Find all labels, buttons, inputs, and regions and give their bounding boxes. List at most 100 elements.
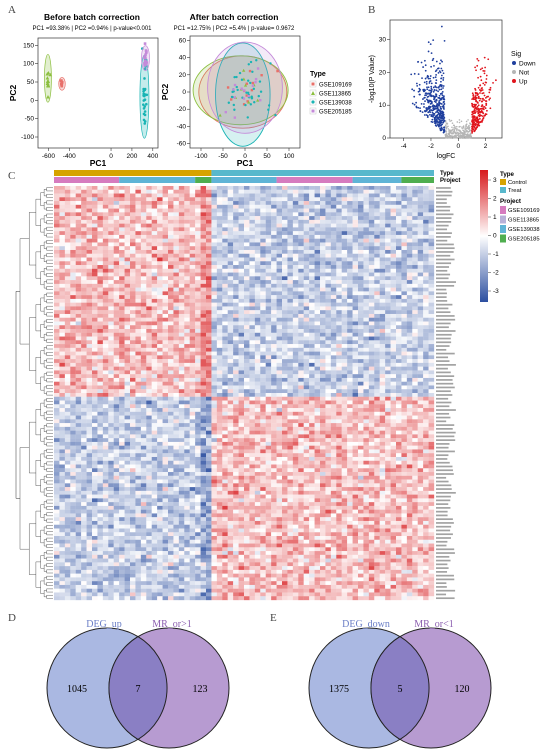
heatmap-cell xyxy=(162,321,169,326)
heatmap-cell xyxy=(385,231,391,236)
point-down xyxy=(438,88,441,91)
heatmap-cell xyxy=(368,340,375,345)
heatmap-cell xyxy=(151,246,158,251)
heatmap-cell xyxy=(325,272,332,277)
data-point xyxy=(229,98,233,101)
heatmap-cell xyxy=(406,280,413,285)
heatmap-cell xyxy=(216,212,223,217)
heatmap-cell xyxy=(423,291,429,296)
heatmap-cell xyxy=(396,189,402,194)
heatmap-cell xyxy=(124,227,131,232)
heatmap-cell xyxy=(75,193,82,198)
heatmap-cell xyxy=(135,249,142,254)
heatmap-cell xyxy=(336,302,342,307)
heatmap-cell xyxy=(265,355,272,360)
heatmap-cell xyxy=(146,325,152,330)
heatmap-cell xyxy=(282,344,288,348)
heatmap-cell xyxy=(287,219,294,224)
heatmap-cell xyxy=(249,197,256,202)
heatmap-cell xyxy=(249,261,256,266)
heatmap-cell xyxy=(320,325,326,330)
heatmap-cell xyxy=(412,208,418,213)
heatmap-cell xyxy=(168,246,174,251)
heatmap-cell xyxy=(254,249,261,254)
heatmap-cell xyxy=(216,238,223,243)
heatmap-cell xyxy=(314,287,321,292)
heatmap-cell xyxy=(336,234,342,239)
heatmap-cell xyxy=(249,238,256,243)
point-down xyxy=(420,61,423,64)
heatmap-cell xyxy=(352,298,359,303)
heatmap-cell xyxy=(303,197,310,202)
heatmap-cell xyxy=(401,201,408,205)
heatmap-cell xyxy=(309,212,315,217)
point-down xyxy=(435,111,437,114)
heatmap-cell xyxy=(162,212,169,217)
heatmap-cell xyxy=(390,189,397,194)
heatmap-cell xyxy=(113,310,120,315)
heatmap-cell xyxy=(390,351,397,356)
heatmap-cell xyxy=(249,204,256,209)
heatmap-cell xyxy=(336,329,342,333)
heatmap-cell xyxy=(140,340,147,345)
heatmap-cell xyxy=(233,351,239,356)
heatmap-cell xyxy=(320,268,326,273)
data-point xyxy=(246,100,249,103)
heatmap-cell xyxy=(309,298,315,303)
heatmap-cell xyxy=(412,351,418,356)
heatmap-cell xyxy=(341,231,348,236)
point-up xyxy=(476,94,479,97)
heatmap-cell xyxy=(336,216,342,221)
heatmap-cell xyxy=(227,276,234,281)
y-tick-label: 50 xyxy=(27,79,35,86)
heatmap-cell xyxy=(200,208,207,213)
heatmap-cell xyxy=(363,204,370,209)
heatmap-cell xyxy=(390,234,397,239)
heatmap-cell xyxy=(254,313,261,318)
heatmap-cell xyxy=(124,321,131,326)
heatmap-cell xyxy=(222,280,228,285)
heatmap-cell xyxy=(368,355,375,360)
point-down xyxy=(431,118,434,121)
heatmap-cell xyxy=(184,265,190,269)
heatmap-cell xyxy=(200,227,207,232)
heatmap-cell xyxy=(379,242,386,247)
heatmap-cell xyxy=(75,204,82,209)
heatmap-cell xyxy=(227,219,234,224)
heatmap-cell xyxy=(390,208,397,213)
legend-marker xyxy=(512,79,516,83)
heatmap-cell xyxy=(374,238,380,243)
heatmap-cell xyxy=(368,253,375,258)
heatmap-cell xyxy=(86,302,93,307)
point-not xyxy=(449,129,452,132)
y-tick-label: -40 xyxy=(177,123,187,130)
heatmap-cell xyxy=(330,257,337,262)
point-down xyxy=(443,130,446,133)
heatmap-cell xyxy=(341,276,348,281)
heatmap-cell xyxy=(216,246,223,251)
heatmap-cell xyxy=(254,189,261,194)
heatmap-cell xyxy=(86,231,93,236)
heatmap-cell xyxy=(130,197,136,202)
heatmap-cell xyxy=(282,189,288,194)
heatmap-cell xyxy=(314,223,321,228)
heatmap-cell xyxy=(347,216,353,221)
heatmap-cell xyxy=(244,212,250,217)
heatmap-cell xyxy=(200,310,207,315)
heatmap-cell xyxy=(276,332,283,337)
heatmap-cell xyxy=(401,287,408,292)
point-up xyxy=(471,105,474,108)
heatmap-cell xyxy=(254,276,261,281)
heatmap-cell xyxy=(385,219,391,224)
point-down xyxy=(431,111,434,114)
heatmap-cell xyxy=(81,329,87,333)
heatmap-cell xyxy=(227,216,234,221)
heatmap-cell xyxy=(309,325,315,330)
heatmap-cell xyxy=(276,302,283,307)
point-down xyxy=(423,103,425,105)
heatmap-cell xyxy=(124,212,131,217)
y-tick-label: -20 xyxy=(177,106,187,113)
heatmap-cell xyxy=(195,268,201,273)
heatmap-cell xyxy=(260,268,266,273)
heatmap-cell xyxy=(244,310,250,315)
